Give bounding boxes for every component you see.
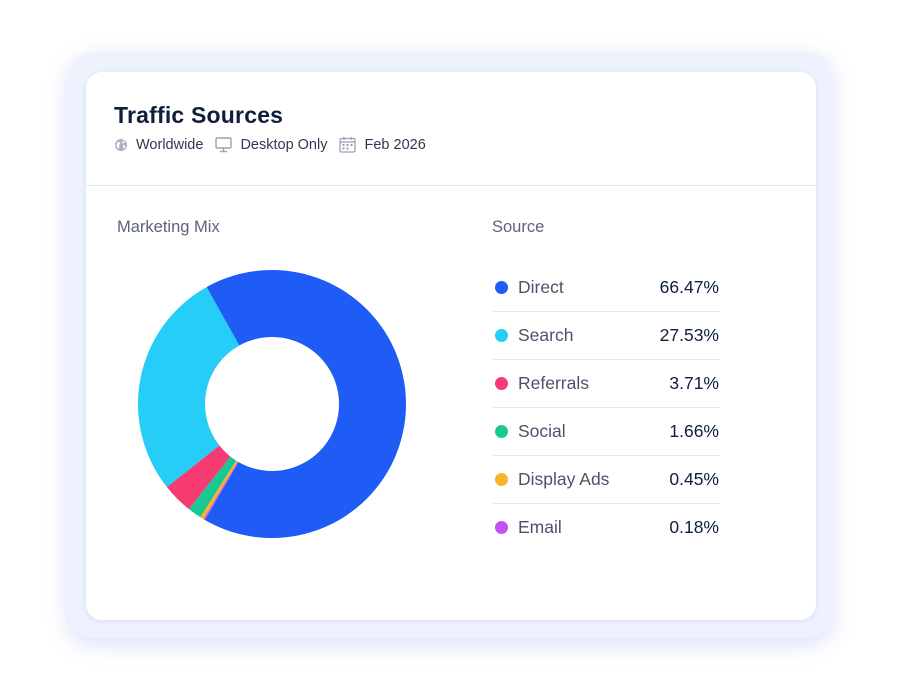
legend-value-email: 0.18% <box>669 517 719 537</box>
donut-slice-direct[interactable] <box>204 270 407 538</box>
legend-row-social[interactable]: Social 1.66% <box>493 408 719 456</box>
donut-slice-email[interactable] <box>203 461 239 520</box>
legend-row-referrals[interactable]: Referrals 3.71% <box>493 360 719 408</box>
donut-slice-social[interactable] <box>188 456 237 518</box>
legend-dot-social <box>495 425 508 438</box>
donut-slice-referrals[interactable] <box>166 445 231 510</box>
chart-title: Marketing Mix <box>117 218 220 236</box>
region-filter[interactable]: Worldwide <box>114 137 203 153</box>
legend-value-referrals: 3.71% <box>669 373 719 393</box>
globe-icon <box>115 138 127 151</box>
legend-value-direct: 66.47% <box>659 277 719 297</box>
donut-chart <box>138 270 407 538</box>
legend-dot-display-ads <box>495 473 508 486</box>
card-meta: Worldwide Desktop Only Feb 2026 <box>114 136 438 153</box>
legend-label-referrals: Referrals <box>518 373 589 393</box>
traffic-sources-card: Traffic Sources Worldwide Desktop Only <box>86 72 816 620</box>
legend-label-search: Search <box>518 325 574 345</box>
legend-row-direct[interactable]: Direct 66.47% <box>493 264 719 312</box>
header-divider <box>86 185 816 186</box>
source-legend: Direct 66.47% Search 27.53% Referrals 3.71% So… <box>493 264 719 551</box>
period-filter[interactable]: Feb 2026 <box>339 136 426 153</box>
period-label: Feb 2026 <box>364 136 426 153</box>
calendar-icon <box>339 136 357 153</box>
card-title: Traffic Sources <box>114 102 284 128</box>
region-label: Worldwide <box>136 136 204 153</box>
legend-title: Source <box>492 218 545 236</box>
legend-label-display-ads: Display Ads <box>518 469 610 489</box>
donut-slice-search[interactable] <box>138 287 240 488</box>
legend-label-direct: Direct <box>518 277 564 297</box>
monitor-icon <box>215 136 233 152</box>
donut-slice-display-ads[interactable] <box>200 460 238 520</box>
legend-row-search[interactable]: Search 27.53% <box>493 312 719 360</box>
legend-value-display-ads: 0.45% <box>669 469 719 489</box>
device-filter[interactable]: Desktop Only <box>215 137 327 153</box>
legend-value-social: 1.66% <box>669 421 719 441</box>
legend-dot-email <box>495 521 508 534</box>
device-label: Desktop Only <box>240 136 328 153</box>
legend-label-social: Social <box>518 421 566 441</box>
legend-row-email[interactable]: Email 0.18% <box>493 504 719 551</box>
legend-dot-search <box>495 329 508 342</box>
legend-row-display-ads[interactable]: Display Ads 0.45% <box>493 456 719 504</box>
legend-dot-direct <box>495 281 508 294</box>
legend-value-search: 27.53% <box>659 325 719 345</box>
legend-dot-referrals <box>495 377 508 390</box>
legend-label-email: Email <box>518 517 562 537</box>
